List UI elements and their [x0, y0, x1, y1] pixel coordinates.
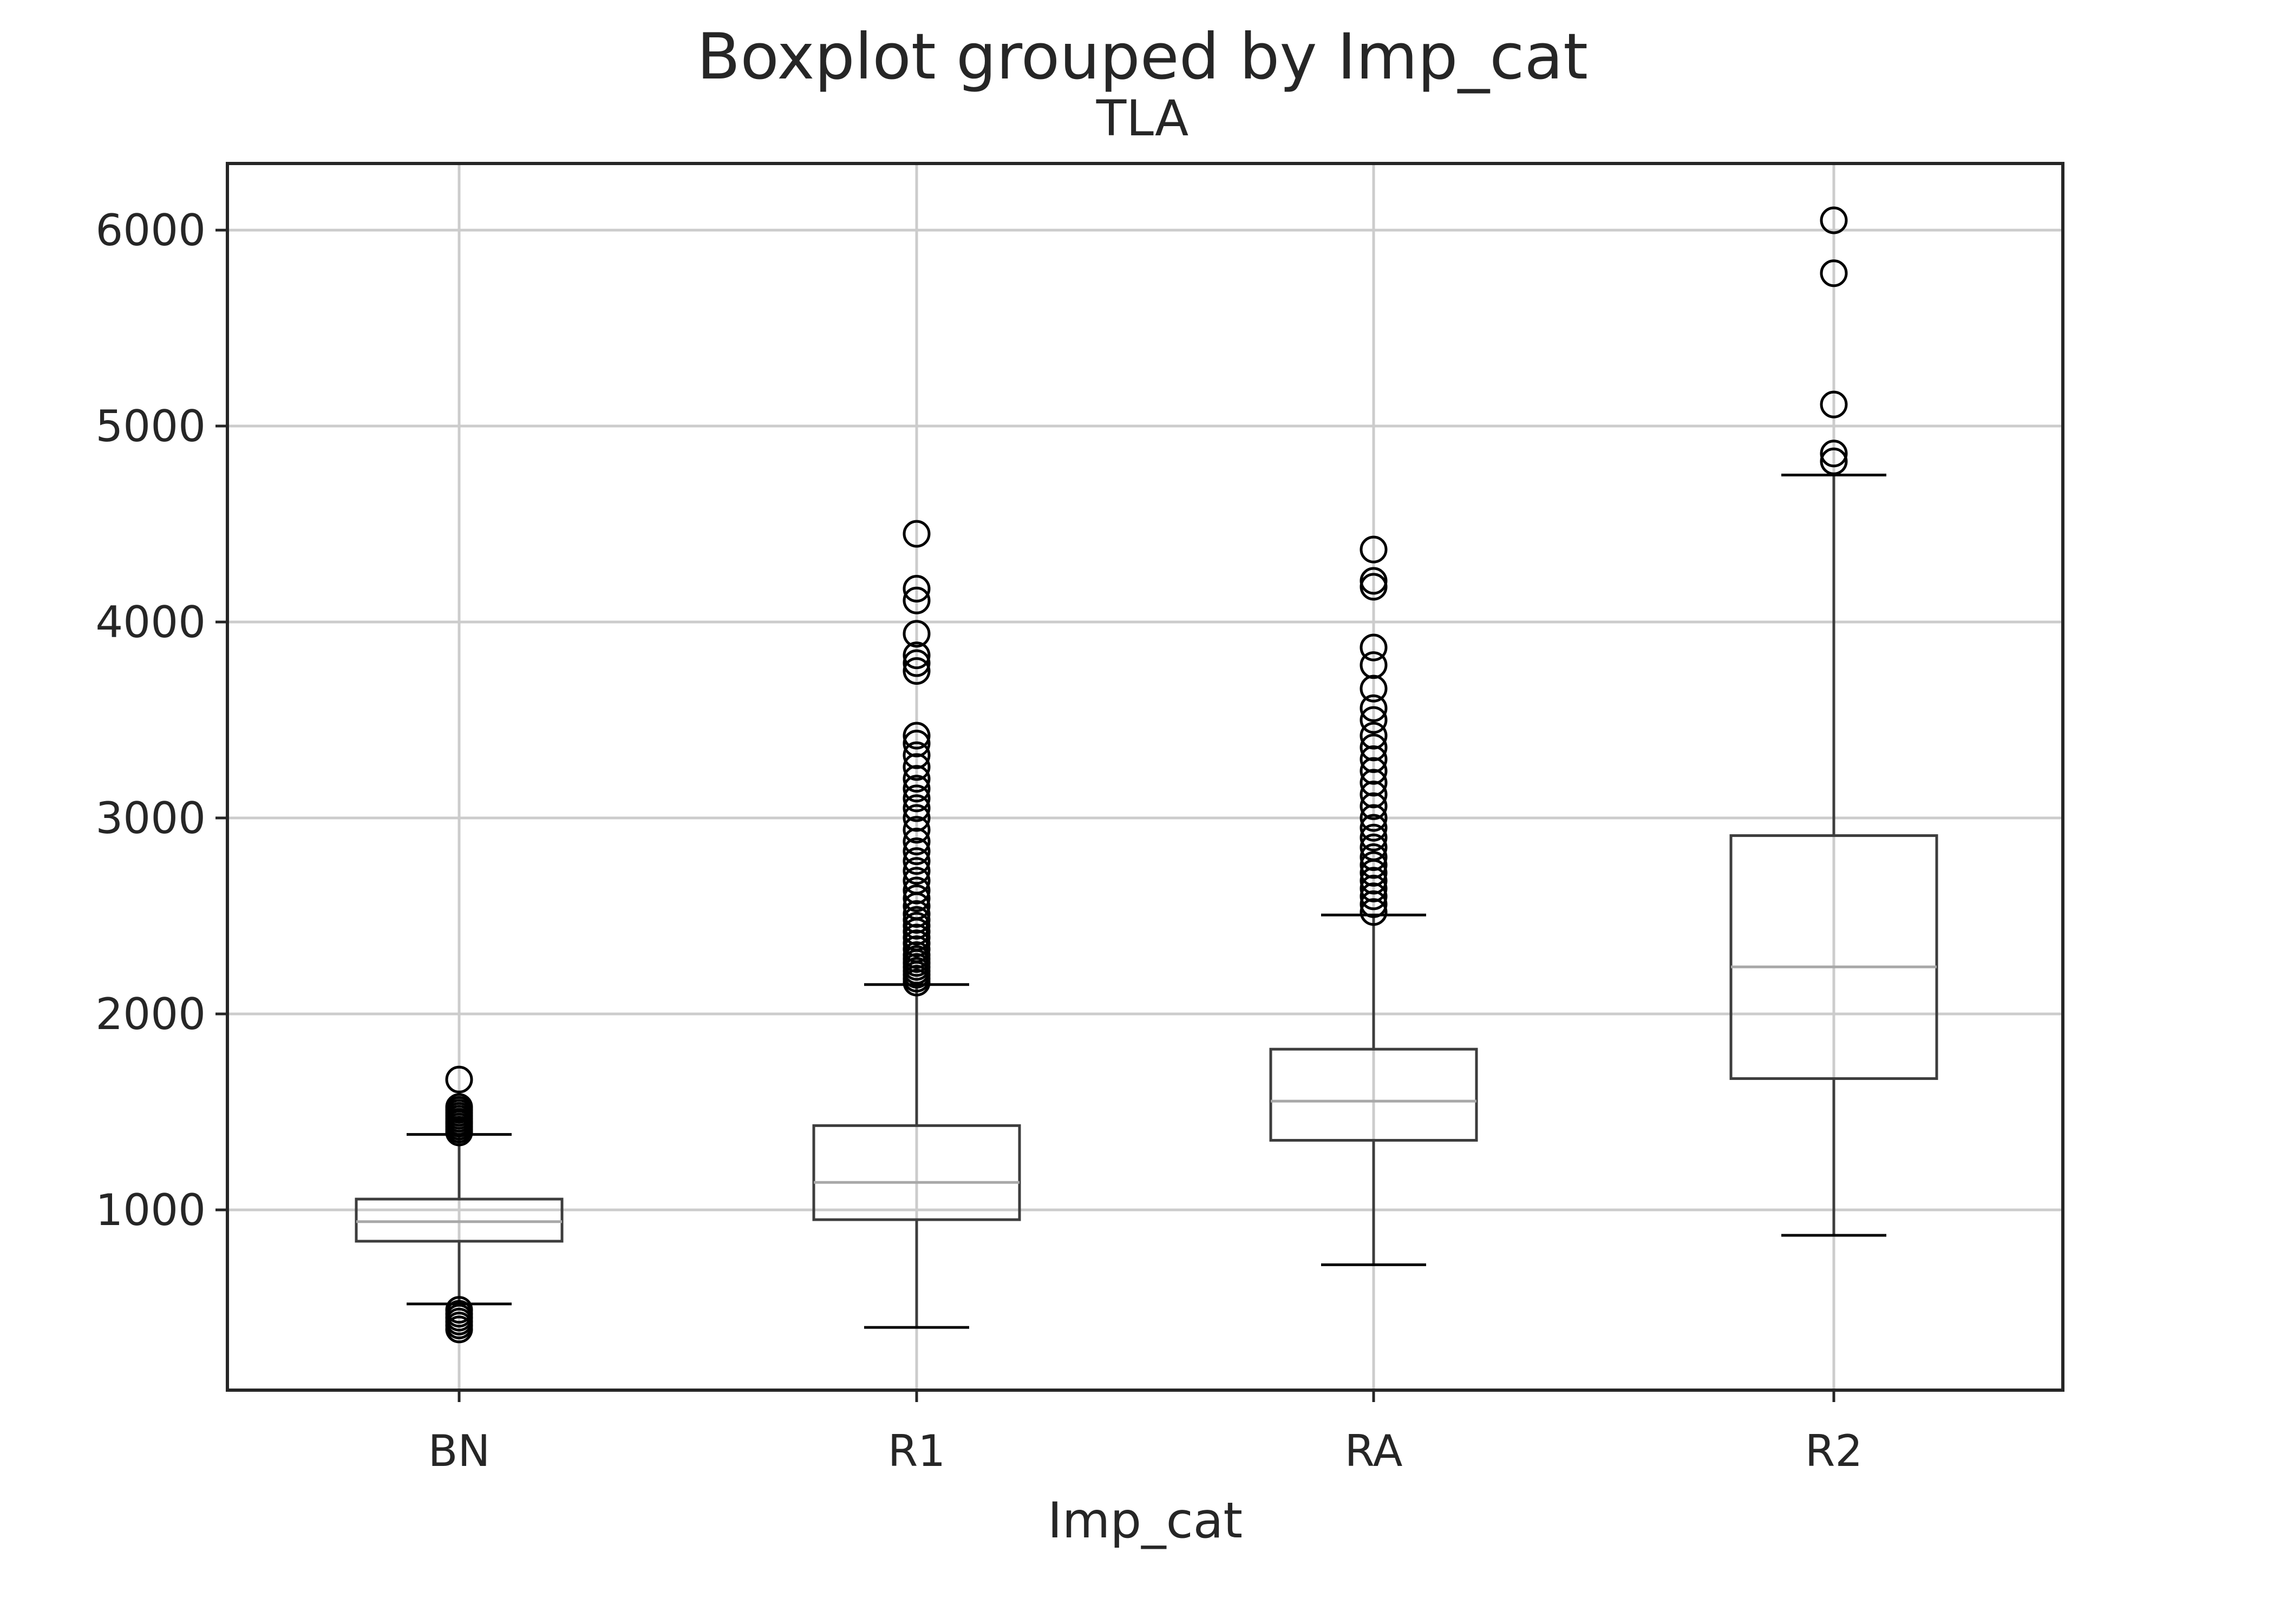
- outlier-point: [903, 857, 931, 885]
- outlier-point: [1360, 694, 1388, 722]
- outlier-point: [1360, 781, 1388, 809]
- outlier-point: [1360, 833, 1388, 861]
- outlier-point: [903, 574, 931, 603]
- y-tick-label: 4000: [95, 597, 206, 647]
- outlier-point: [1360, 814, 1388, 842]
- outlier-point: [903, 900, 931, 928]
- outlier-point: [445, 1093, 473, 1121]
- x-axis-label: Imp_cat: [1048, 1492, 1243, 1549]
- grid-lines: [227, 163, 2063, 1390]
- outlier-point: [903, 753, 931, 781]
- box-group-r1: [812, 520, 1021, 1329]
- x-tick-label-r2: R2: [1805, 1426, 1863, 1476]
- chart-title: TLA: [1096, 90, 1189, 147]
- outlier-point: [903, 729, 931, 757]
- outlier-point: [1360, 823, 1388, 852]
- outlier-point: [1360, 851, 1388, 879]
- outlier-point: [903, 620, 931, 648]
- box-plot-series: [355, 206, 1938, 1344]
- box-iqr: [812, 1124, 1021, 1221]
- outlier-point: [903, 784, 931, 813]
- outlier-point: [903, 641, 931, 670]
- x-tick-label-bn: BN: [428, 1426, 491, 1476]
- outlier-point: [903, 520, 931, 548]
- outlier-point: [903, 847, 931, 875]
- outlier-point: [903, 876, 931, 905]
- outlier-point: [903, 804, 931, 832]
- outlier-point: [1820, 259, 1848, 287]
- outlier-point: [903, 775, 931, 803]
- outlier-point: [903, 649, 931, 677]
- outlier-point: [903, 765, 931, 793]
- outlier-point: [903, 586, 931, 614]
- outlier-point: [1820, 206, 1848, 234]
- outlier-point: [1360, 804, 1388, 832]
- outlier-point: [1360, 874, 1388, 902]
- outlier-point: [1820, 390, 1848, 418]
- outlier-point: [1360, 535, 1388, 564]
- outlier-point: [903, 884, 931, 912]
- outlier-point: [903, 794, 931, 822]
- y-tick-label: 1000: [95, 1185, 206, 1235]
- outlier-point: [1360, 722, 1388, 750]
- outlier-point: [903, 827, 931, 855]
- axis-ticks: 1000 2000 3000 4000 5000 6000 BN R1 RA R2: [95, 205, 1863, 1476]
- plot-area-frame: [226, 162, 2064, 1392]
- box-group-ra: [1269, 535, 1478, 1266]
- y-tick-label: 2000: [95, 989, 206, 1039]
- box-group-bn: [355, 1065, 564, 1344]
- figure-suptitle: Boxplot grouped by Imp_cat: [697, 19, 1588, 94]
- y-tick-label: 3000: [95, 793, 206, 843]
- outlier-point: [903, 867, 931, 895]
- outlier-point: [1360, 633, 1388, 662]
- outlier-point: [1360, 567, 1388, 595]
- outlier-point: [1360, 898, 1388, 926]
- outlier-point: [1360, 890, 1388, 918]
- outlier-point: [1360, 843, 1388, 871]
- outlier-point: [1820, 447, 1848, 475]
- x-tick-label-ra: RA: [1344, 1426, 1402, 1476]
- outlier-point: [1360, 792, 1388, 820]
- outlier-point: [1360, 651, 1388, 679]
- outlier-point: [903, 837, 931, 866]
- outlier-point: [1360, 675, 1388, 703]
- outlier-point: [445, 1296, 473, 1324]
- outlier-point: [903, 657, 931, 685]
- outlier-point: [903, 722, 931, 750]
- box-iqr: [1729, 834, 1938, 1080]
- outlier-point: [1360, 745, 1388, 773]
- outlier-point: [1820, 440, 1848, 468]
- outlier-point: [1360, 734, 1388, 762]
- outlier-point: [903, 741, 931, 769]
- outlier-point: [903, 816, 931, 844]
- box-iqr: [1269, 1047, 1478, 1142]
- y-tick-label: 5000: [95, 401, 206, 451]
- x-tick-label-r1: R1: [888, 1426, 945, 1476]
- outlier-point: [1360, 706, 1388, 734]
- box-iqr: [355, 1197, 564, 1243]
- outlier-point: [1360, 769, 1388, 797]
- y-tick-label: 6000: [95, 205, 206, 256]
- box-group-r2: [1729, 206, 1938, 1237]
- outlier-point: [445, 1065, 473, 1093]
- outlier-point: [1360, 882, 1388, 911]
- outlier-point: [1360, 757, 1388, 785]
- outlier-point: [1360, 867, 1388, 895]
